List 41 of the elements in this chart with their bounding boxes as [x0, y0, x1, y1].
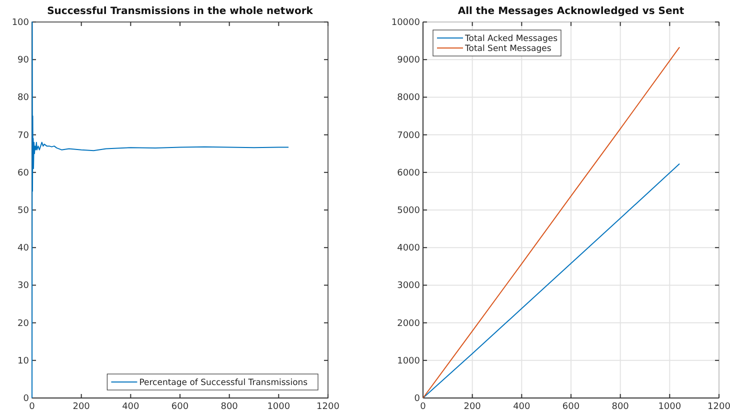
x-tick-label: 1000 [267, 402, 290, 412]
chart-title: All the Messages Acknowledged vs Sent [458, 6, 684, 17]
x-tick-label: 1000 [658, 402, 682, 412]
x-tick-label: 400 [513, 402, 531, 412]
y-tick-label: 10000 [391, 18, 420, 28]
y-tick-label: 7000 [397, 130, 420, 141]
x-tick-label: 1200 [316, 402, 340, 412]
chart-title: Successful Transmissions in the whole network [47, 6, 314, 17]
y-tick-label: 6000 [397, 168, 420, 178]
x-tick-label: 200 [72, 402, 90, 412]
line-series [422, 46, 680, 398]
y-tick-label: 1000 [397, 356, 420, 366]
y-tick-label: 0 [414, 394, 420, 404]
x-tick-label: 1200 [708, 402, 730, 412]
y-tick-label: 20 [18, 318, 30, 329]
y-tick-label: 2000 [397, 318, 420, 329]
x-tick-label: 400 [122, 402, 140, 412]
x-tick-label: 800 [612, 402, 630, 412]
legend-label: Total Sent Messages [464, 44, 552, 54]
legend-label: Percentage of Successful Transmissions [139, 378, 308, 388]
y-tick-label: 5000 [397, 206, 420, 216]
y-tick-label: 4000 [397, 244, 420, 254]
y-tick-label: 30 [18, 281, 30, 292]
line-series [422, 163, 680, 398]
y-tick-label: 3000 [397, 281, 420, 292]
y-tick-label: 100 [12, 18, 30, 28]
x-tick-label: 800 [220, 402, 238, 412]
x-tick-label: 600 [171, 402, 189, 412]
y-tick-label: 60 [18, 168, 30, 178]
y-tick-label: 10 [18, 356, 30, 366]
y-tick-label: 8000 [397, 93, 420, 104]
y-tick-label: 40 [18, 244, 30, 254]
x-tick-label: 600 [562, 402, 580, 412]
x-tick-label: 200 [464, 402, 482, 412]
y-tick-label: 50 [18, 206, 30, 216]
y-tick-label: 70 [18, 130, 30, 141]
y-tick-label: 80 [18, 93, 30, 104]
legend-label: Total Acked Messages [464, 34, 558, 44]
y-tick-label: 9000 [397, 56, 420, 66]
y-tick-label: 90 [18, 56, 30, 66]
y-tick-label: 0 [23, 394, 30, 404]
